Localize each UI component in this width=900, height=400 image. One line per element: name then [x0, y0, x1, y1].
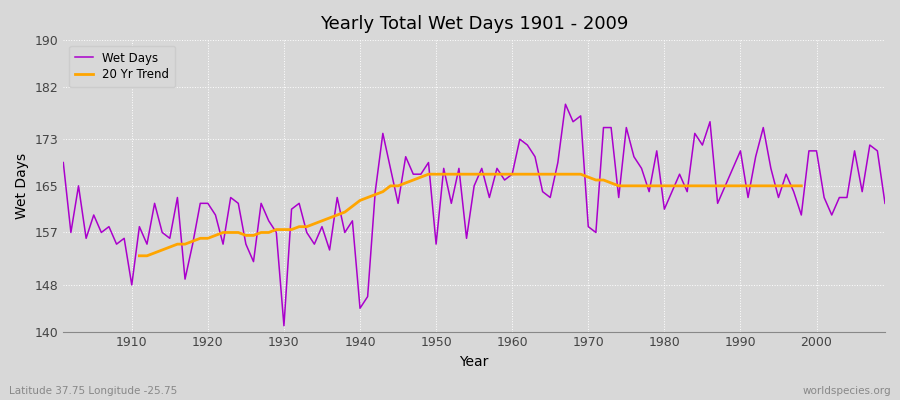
- Text: worldspecies.org: worldspecies.org: [803, 386, 891, 396]
- 20 Yr Trend: [796, 184, 806, 188]
- Line: 20 Yr Trend: 20 Yr Trend: [140, 174, 801, 256]
- 20 Yr Trend: [469, 172, 480, 176]
- Title: Yearly Total Wet Days 1901 - 2009: Yearly Total Wet Days 1901 - 2009: [320, 15, 628, 33]
- Wet Days: [613, 195, 624, 200]
- 20 Yr Trend: [324, 216, 335, 220]
- 20 Yr Trend: [149, 250, 160, 255]
- Wet Days: [515, 137, 526, 142]
- X-axis label: Year: Year: [460, 355, 489, 369]
- Text: Latitude 37.75 Longitude -25.75: Latitude 37.75 Longitude -25.75: [9, 386, 177, 396]
- Wet Days: [293, 201, 304, 206]
- Wet Days: [58, 160, 68, 165]
- 20 Yr Trend: [529, 172, 540, 176]
- Wet Days: [339, 230, 350, 235]
- Line: Wet Days: Wet Days: [63, 104, 885, 326]
- Wet Days: [278, 323, 289, 328]
- Legend: Wet Days, 20 Yr Trend: Wet Days, 20 Yr Trend: [69, 46, 176, 87]
- 20 Yr Trend: [134, 254, 145, 258]
- Y-axis label: Wet Days: Wet Days: [15, 153, 29, 219]
- Wet Days: [507, 172, 517, 176]
- Wet Days: [879, 201, 890, 206]
- 20 Yr Trend: [758, 184, 769, 188]
- 20 Yr Trend: [423, 172, 434, 176]
- Wet Days: [119, 236, 130, 241]
- Wet Days: [560, 102, 571, 107]
- 20 Yr Trend: [317, 218, 328, 223]
